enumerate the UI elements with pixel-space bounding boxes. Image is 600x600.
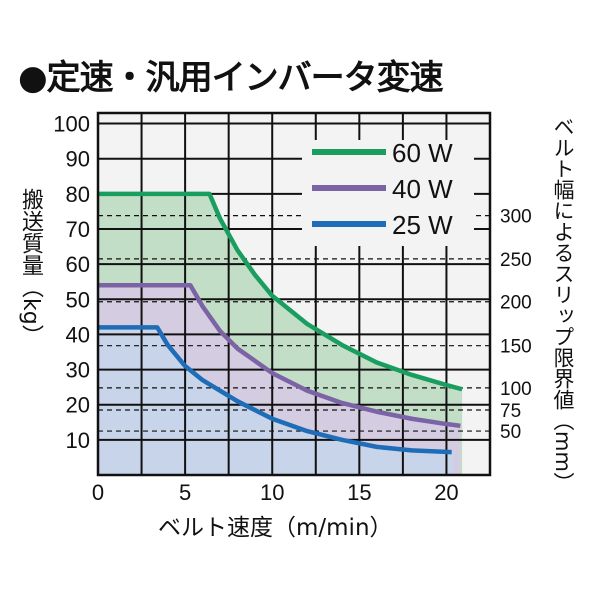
y-tick-label: 90 [66,147,90,172]
series-line-1 [98,282,461,429]
x-tick-label: 15 [347,480,371,505]
x-tick-label: 10 [260,480,284,505]
legend-background [302,140,474,246]
y-tick-label: 20 [66,393,90,418]
y2-tick-label: 300 [500,207,532,228]
legend-label-1: 40 W [392,174,453,204]
y2-tick-label: 200 [500,293,532,314]
y2-tick-label: 75 [500,401,521,422]
x-axis-label: ベルト速度（m/min） [158,515,393,541]
y2-tick-label: 50 [500,422,521,443]
series-line-2 [98,325,452,455]
y2-tick-label: 250 [500,250,532,271]
x-tick-label: 20 [434,480,458,505]
y-tick-label: 80 [66,182,90,207]
series-line-0 [98,191,463,392]
legend-label-2: 25 W [392,210,453,240]
y-tick-label: 10 [66,428,90,453]
y2-tick-label: 150 [500,337,532,358]
y2-axis-label: ベルト幅によるスリップ限界値（mm） [551,116,575,493]
area-fill-2 [98,327,454,475]
y-tick-label: 50 [66,287,90,312]
y-tick-label: 60 [66,252,90,277]
x-tick-label: 0 [92,480,104,505]
y2-tick-label: 100 [500,379,532,400]
y-tick-label: 40 [66,322,90,347]
y-tick-label: 30 [66,358,90,383]
y-tick-label: 70 [66,217,90,242]
x-tick-label: 5 [179,480,191,505]
y-tick-label: 100 [53,112,90,137]
chart-title: ●定速・汎用インバータ変速 [18,58,444,98]
y-axis-label: 搬送質量（kg） [18,188,43,347]
legend-label-0: 60 W [392,138,453,168]
plot-frame [96,111,492,477]
